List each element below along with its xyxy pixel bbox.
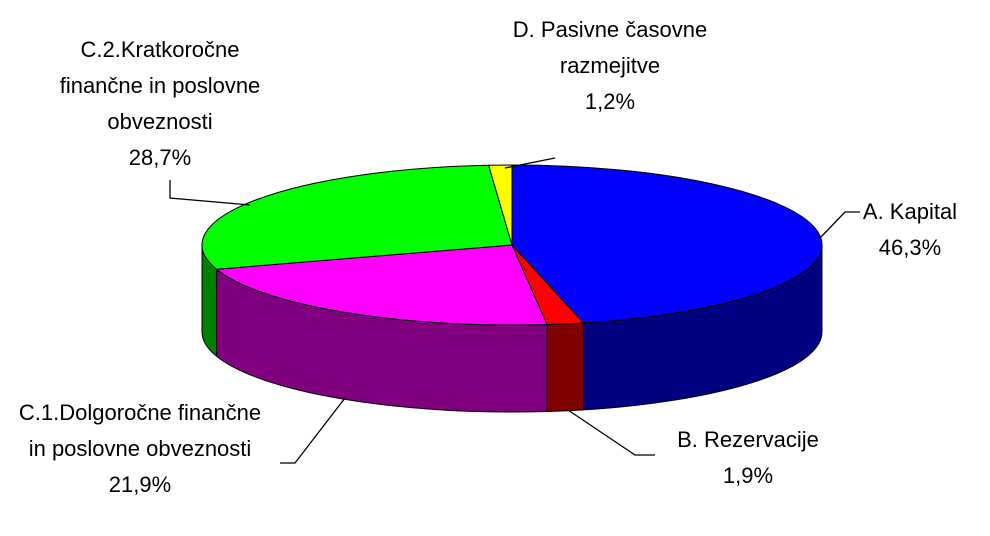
category-label: D. Pasivne časovne razmejitve [512, 17, 708, 78]
value-label: 21,9% [108, 472, 172, 497]
category-label: C.1.Dolgoročne finančne in poslovne obve… [18, 400, 262, 461]
slice-side [546, 322, 584, 413]
leader-line [819, 211, 860, 239]
slice-label: D. Pasivne časovne razmejitve 1,2% [480, 12, 740, 120]
slice-label: B. Rezervacije 1,9% [648, 422, 848, 494]
slice [215, 244, 548, 326]
slice [487, 164, 513, 246]
category-label: A. Kapital [862, 199, 958, 224]
leader-line [567, 409, 655, 456]
slice-label: A. Kapital 46,3% [830, 194, 990, 266]
category-label: C.2.Kratkoročne finančne in poslovne obv… [59, 37, 261, 134]
slice-label: C.2.Kratkoročne finančne in poslovne obv… [38, 32, 283, 176]
value-label: 1,2% [584, 89, 636, 114]
slice [511, 164, 823, 324]
leader-line [280, 397, 346, 464]
value-label: 1,9% [722, 463, 774, 488]
slice-label: C.1.Dolgoročne finančne in poslovne obve… [15, 395, 265, 503]
leader-line [169, 180, 251, 206]
value-label: 28,7% [128, 145, 192, 170]
value-label: 46,3% [878, 235, 942, 260]
leader-line [504, 157, 556, 169]
category-label: B. Rezervacije [677, 427, 819, 452]
slice [201, 164, 513, 270]
